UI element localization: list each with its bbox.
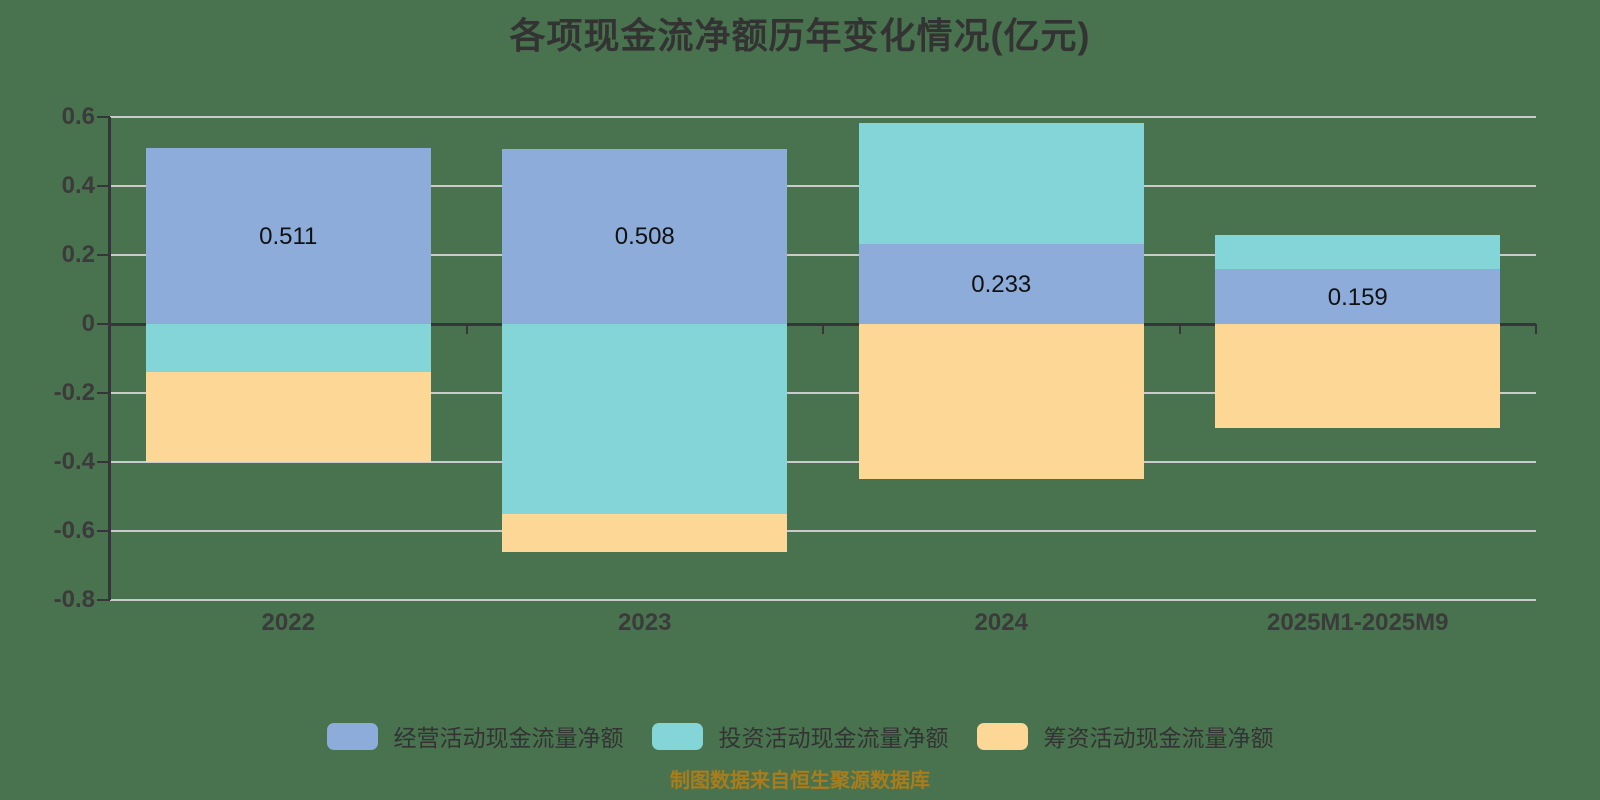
y-tick-label: 0.2 bbox=[61, 241, 95, 268]
y-tick-label: 0.4 bbox=[61, 172, 95, 199]
y-axis-tick bbox=[97, 461, 110, 463]
gridline bbox=[110, 461, 1536, 463]
bar-segment-investing[interactable] bbox=[1215, 234, 1501, 270]
y-axis-tick bbox=[97, 254, 110, 256]
bar-segment-operating[interactable]: 0.508 bbox=[502, 148, 788, 324]
y-axis-tick bbox=[97, 530, 110, 532]
y-axis-tick bbox=[97, 185, 110, 187]
x-tick-label: 2025M1-2025M9 bbox=[1267, 609, 1449, 636]
y-axis-tick bbox=[97, 116, 110, 118]
bar-segment-operating[interactable]: 0.159 bbox=[1215, 269, 1501, 324]
legend-item-operating[interactable]: 经营活动现金流量净额 bbox=[326, 719, 624, 753]
legend: 经营活动现金流量净额 投资活动现金流量净额 筹资活动现金流量净额 bbox=[0, 719, 1600, 753]
bar-segment-financing[interactable] bbox=[1215, 324, 1501, 428]
bar-value-label: 0.233 bbox=[971, 270, 1032, 298]
x-tick-label: 2022 bbox=[261, 609, 315, 636]
data-source-note: 制图数据来自恒生聚源数据库 bbox=[670, 770, 930, 792]
legend-item-investing[interactable]: 投资活动现金流量净额 bbox=[651, 719, 949, 753]
bar-value-label: 0.159 bbox=[1327, 283, 1388, 311]
x-axis-tick bbox=[1535, 324, 1537, 334]
bar-segment-investing[interactable] bbox=[502, 324, 788, 514]
y-tick-label: -0.2 bbox=[53, 379, 95, 406]
legend-label-operating: 经营活动现金流量净额 bbox=[393, 725, 624, 751]
gridline bbox=[110, 392, 1536, 394]
gridline bbox=[110, 599, 1536, 601]
y-axis-tick bbox=[97, 392, 110, 394]
x-axis-tick bbox=[465, 324, 468, 334]
y-tick-label: 0 bbox=[81, 310, 95, 337]
y-axis-line bbox=[108, 117, 111, 600]
bar-segment-investing[interactable] bbox=[145, 324, 431, 373]
legend-swatch-financing-icon bbox=[976, 722, 1028, 750]
y-tick-label: -0.6 bbox=[53, 517, 95, 544]
gridline bbox=[110, 254, 1536, 256]
y-axis-tick bbox=[97, 323, 110, 325]
bar-segment-financing[interactable] bbox=[145, 372, 431, 462]
gridline bbox=[110, 116, 1536, 118]
bar-value-label: 0.511 bbox=[259, 222, 318, 250]
gridline bbox=[110, 185, 1536, 187]
x-tick-label: 2023 bbox=[618, 609, 672, 636]
legend-swatch-operating-icon bbox=[326, 722, 378, 750]
y-axis-tick bbox=[97, 599, 110, 601]
bar-segment-operating[interactable]: 0.511 bbox=[145, 147, 431, 324]
bar-segment-operating[interactable]: 0.233 bbox=[858, 243, 1144, 324]
x-axis-tick bbox=[1178, 324, 1181, 334]
legend-swatch-investing-icon bbox=[651, 722, 703, 750]
legend-item-financing[interactable]: 筹资活动现金流量净额 bbox=[976, 719, 1274, 753]
y-tick-label: 0.6 bbox=[61, 103, 95, 130]
gridline bbox=[110, 530, 1536, 532]
y-tick-label: -0.8 bbox=[53, 586, 95, 613]
bar-segment-financing[interactable] bbox=[502, 513, 788, 552]
bar-value-label: 0.508 bbox=[614, 223, 675, 251]
x-tick-label: 2024 bbox=[974, 609, 1028, 636]
x-axis-tick bbox=[109, 324, 111, 334]
x-axis-tick bbox=[822, 324, 824, 334]
chart-title: 各项现金流净额历年变化情况(亿元) bbox=[509, 15, 1091, 56]
bar-segment-financing[interactable] bbox=[858, 324, 1144, 480]
y-tick-label: -0.4 bbox=[53, 448, 95, 475]
legend-label-financing: 筹资活动现金流量净额 bbox=[1043, 725, 1274, 751]
bar-segment-investing[interactable] bbox=[858, 122, 1144, 244]
legend-label-investing: 投资活动现金流量净额 bbox=[718, 725, 949, 751]
